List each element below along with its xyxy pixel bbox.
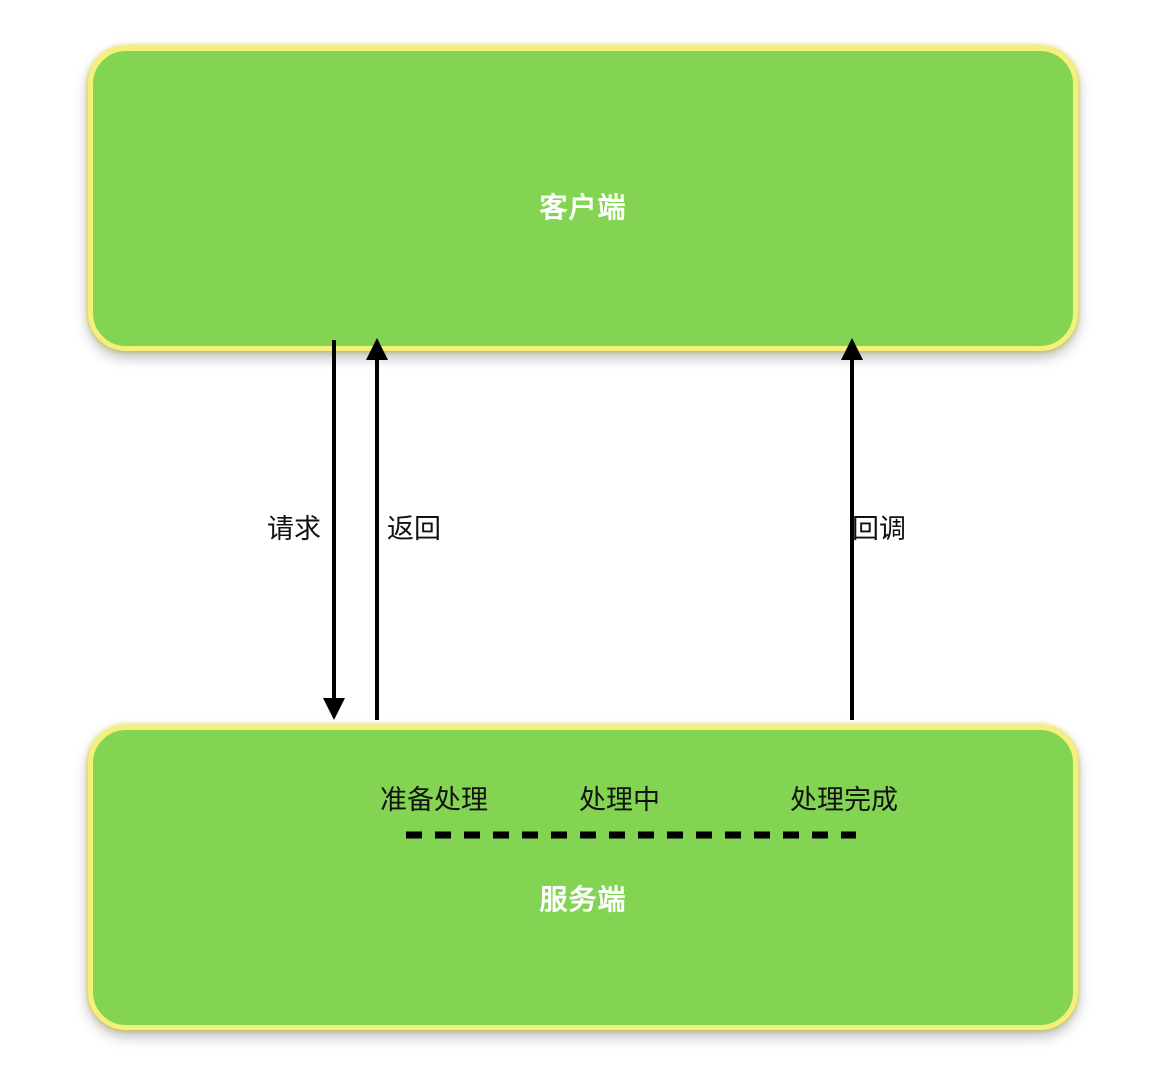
server-title: 服务端 [539, 883, 627, 916]
client-box: 客户端 [88, 46, 1078, 351]
request-arrow [323, 340, 345, 720]
return-label: 返回 [387, 514, 441, 545]
stage-prepare-label: 准备处理 [380, 785, 488, 816]
return-arrow [366, 338, 388, 720]
client-title: 客户端 [539, 191, 627, 224]
callback-label: 回调 [852, 514, 906, 545]
request-label: 请求 [267, 514, 321, 545]
stage-done-label: 处理完成 [790, 785, 898, 816]
stage-processing-label: 处理中 [579, 785, 660, 816]
server-box: 准备处理 处理中 处理完成 服务端 [88, 725, 1078, 1030]
